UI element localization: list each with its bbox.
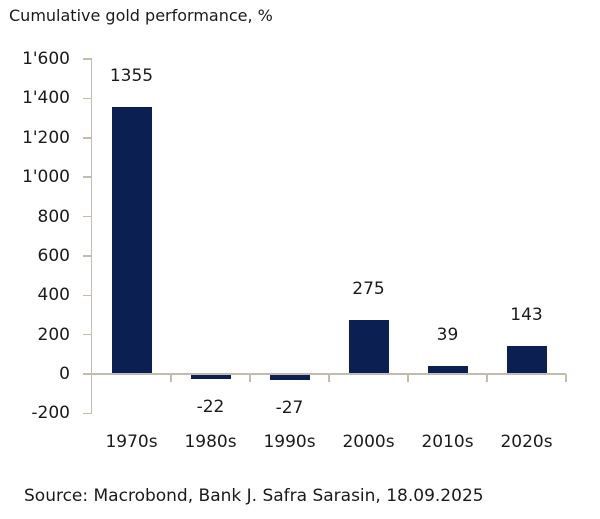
x-axis-tick [328,374,330,382]
bar-value-label: -22 [196,397,225,418]
y-axis-tick-label: 400 [37,285,70,306]
x-axis-category-label: 1990s [263,432,316,452]
y-axis-tick-label: 600 [37,245,70,266]
bar-value-label: 39 [436,325,459,346]
bar-value-label: 143 [510,304,543,325]
bar-value-label: -27 [275,398,304,419]
y-axis-tick [82,58,91,60]
bar-value-label: 1355 [109,66,154,87]
x-axis-category-label: 1970s [105,432,158,452]
bar-2000s [348,319,389,374]
bar-2020s [506,345,547,374]
bar-1990s [269,375,310,381]
y-axis-tick-label: 1'400 [22,88,70,109]
x-axis-tick [249,374,251,382]
x-axis-tick [407,374,409,382]
y-axis-tick [82,373,91,375]
y-axis-tick-label: 1'000 [22,167,70,188]
x-axis-category-label: 2000s [342,432,395,452]
y-axis-tick-label: -200 [31,403,70,424]
y-axis-tick-label: 1'600 [22,49,70,69]
y-axis-tick [82,255,91,257]
bar-value-label: 275 [352,278,385,299]
bar-1980s [190,375,231,380]
y-axis-tick [82,215,91,218]
y-axis-tick-label: 800 [37,206,70,227]
y-axis-tick [82,412,91,415]
y-axis-tick [82,137,91,139]
y-axis-tick-label: 200 [37,324,70,345]
y-axis-tick [82,97,91,100]
source-note: Source: Macrobond, Bank J. Safra Sarasin… [24,486,484,506]
x-axis-tick [486,374,488,382]
y-axis-tick [82,333,91,336]
x-axis-category-label: 1980s [184,432,237,452]
y-axis-tick [82,294,91,296]
bar-1970s [111,107,152,374]
x-axis-tick [565,374,567,382]
chart-title: Cumulative gold performance, % [9,6,273,25]
x-axis-category-label: 2020s [500,432,553,452]
y-axis-line [90,58,92,415]
x-axis-category-label: 2010s [421,432,474,452]
y-axis-tick-label: 0 [59,364,70,384]
x-axis-line [92,373,566,375]
bar-2010s [427,366,468,374]
y-axis-tick [82,176,91,178]
y-axis-tick-label: 1'200 [22,127,70,148]
x-axis-tick [170,374,172,382]
